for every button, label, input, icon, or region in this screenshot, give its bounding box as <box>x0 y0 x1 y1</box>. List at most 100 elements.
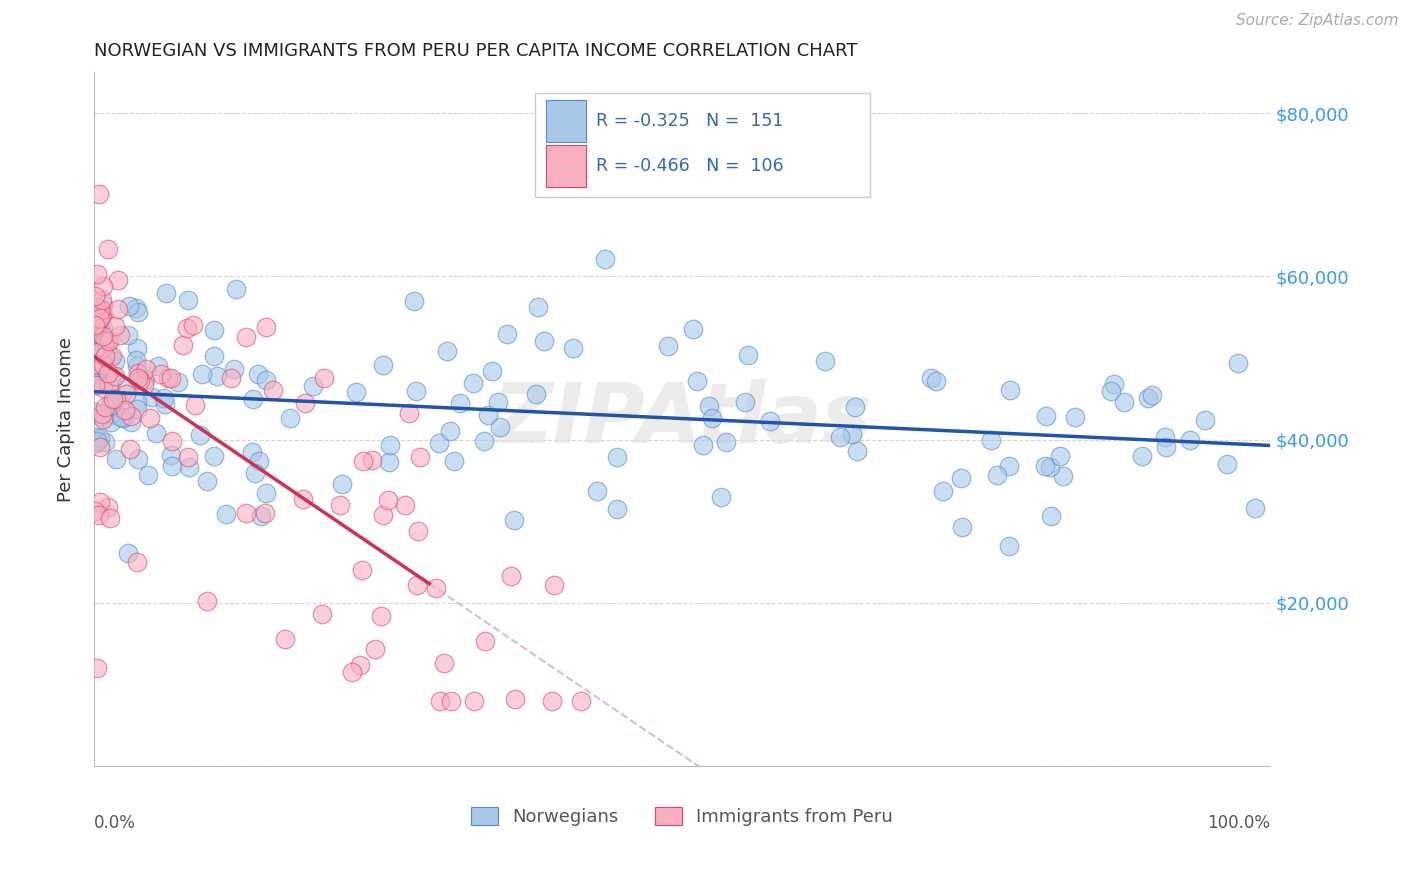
Point <box>93 412 115 426</box>
Point <box>86 312 108 326</box>
Point <box>160 448 183 462</box>
Point <box>89 495 111 509</box>
Point <box>950 471 973 485</box>
Point <box>90 308 112 322</box>
Point <box>710 490 733 504</box>
Point <box>1178 434 1201 448</box>
Point <box>97 243 120 257</box>
Point <box>222 361 245 376</box>
FancyBboxPatch shape <box>546 145 586 187</box>
Point <box>682 321 704 335</box>
Point <box>503 513 526 527</box>
Point <box>1227 356 1250 370</box>
Point <box>986 468 1008 483</box>
Point <box>378 455 401 469</box>
Point <box>329 498 352 512</box>
Point <box>111 411 134 425</box>
Point <box>1063 410 1085 425</box>
Point <box>344 385 367 400</box>
Point <box>250 509 273 524</box>
Point <box>254 486 277 500</box>
Point <box>481 364 503 378</box>
Point <box>486 394 509 409</box>
Point <box>157 371 180 385</box>
Point <box>998 459 1021 474</box>
Point <box>371 508 394 522</box>
Point <box>436 344 458 359</box>
Point <box>409 450 432 464</box>
Point <box>1194 413 1216 427</box>
Point <box>398 406 420 420</box>
Point <box>91 381 114 395</box>
Point <box>311 607 333 621</box>
Point <box>107 273 129 287</box>
Point <box>247 454 270 468</box>
Point <box>188 427 211 442</box>
Point <box>87 316 110 330</box>
Point <box>844 400 866 414</box>
FancyBboxPatch shape <box>536 94 870 197</box>
Point <box>1136 391 1159 405</box>
Point <box>84 430 107 444</box>
Point <box>87 345 110 359</box>
Point <box>134 372 156 386</box>
Point <box>120 409 142 424</box>
Point <box>443 453 465 467</box>
Point <box>86 336 108 351</box>
Point <box>115 387 138 401</box>
Point <box>145 425 167 440</box>
Point <box>243 466 266 480</box>
Point <box>349 657 371 672</box>
Point <box>370 608 392 623</box>
Text: R = -0.325   N =  151: R = -0.325 N = 151 <box>596 112 783 130</box>
Point <box>595 252 617 266</box>
Point <box>90 409 112 424</box>
Point <box>657 339 679 353</box>
Point <box>439 424 461 438</box>
Point <box>86 316 108 330</box>
Point <box>125 394 148 409</box>
Point <box>569 693 592 707</box>
Point <box>91 279 114 293</box>
Text: NORWEGIAN VS IMMIGRANTS FROM PERU PER CAPITA INCOME CORRELATION CHART: NORWEGIAN VS IMMIGRANTS FROM PERU PER CA… <box>94 42 858 60</box>
Point <box>125 359 148 373</box>
Point <box>101 397 124 411</box>
Point <box>84 357 107 371</box>
Point <box>98 350 121 364</box>
Point <box>89 441 111 455</box>
Point <box>91 358 114 372</box>
Point <box>127 366 149 380</box>
Point <box>429 693 451 707</box>
Point <box>177 450 200 464</box>
Point <box>845 444 868 458</box>
Point <box>1244 501 1267 516</box>
Point <box>120 442 142 457</box>
Point <box>89 310 111 325</box>
Point <box>254 319 277 334</box>
Point <box>561 341 583 355</box>
Point <box>89 431 111 445</box>
Point <box>105 452 128 467</box>
Point <box>118 299 141 313</box>
Point <box>104 369 127 384</box>
Point <box>114 403 136 417</box>
Point <box>155 285 177 300</box>
Point <box>93 321 115 335</box>
Point <box>100 415 122 429</box>
Point <box>89 187 111 202</box>
Point <box>291 492 314 507</box>
Point <box>86 661 108 675</box>
Point <box>172 338 194 352</box>
Point <box>606 502 628 516</box>
Point <box>1154 441 1177 455</box>
Point <box>160 434 183 448</box>
Point <box>89 508 111 523</box>
Point <box>84 504 107 518</box>
Point <box>477 408 499 422</box>
Point <box>84 435 107 450</box>
Point <box>980 433 1002 447</box>
Point <box>1102 376 1125 391</box>
Legend: Norwegians, Immigrants from Peru: Norwegians, Immigrants from Peru <box>464 799 900 833</box>
Point <box>406 524 429 538</box>
Point <box>184 398 207 412</box>
